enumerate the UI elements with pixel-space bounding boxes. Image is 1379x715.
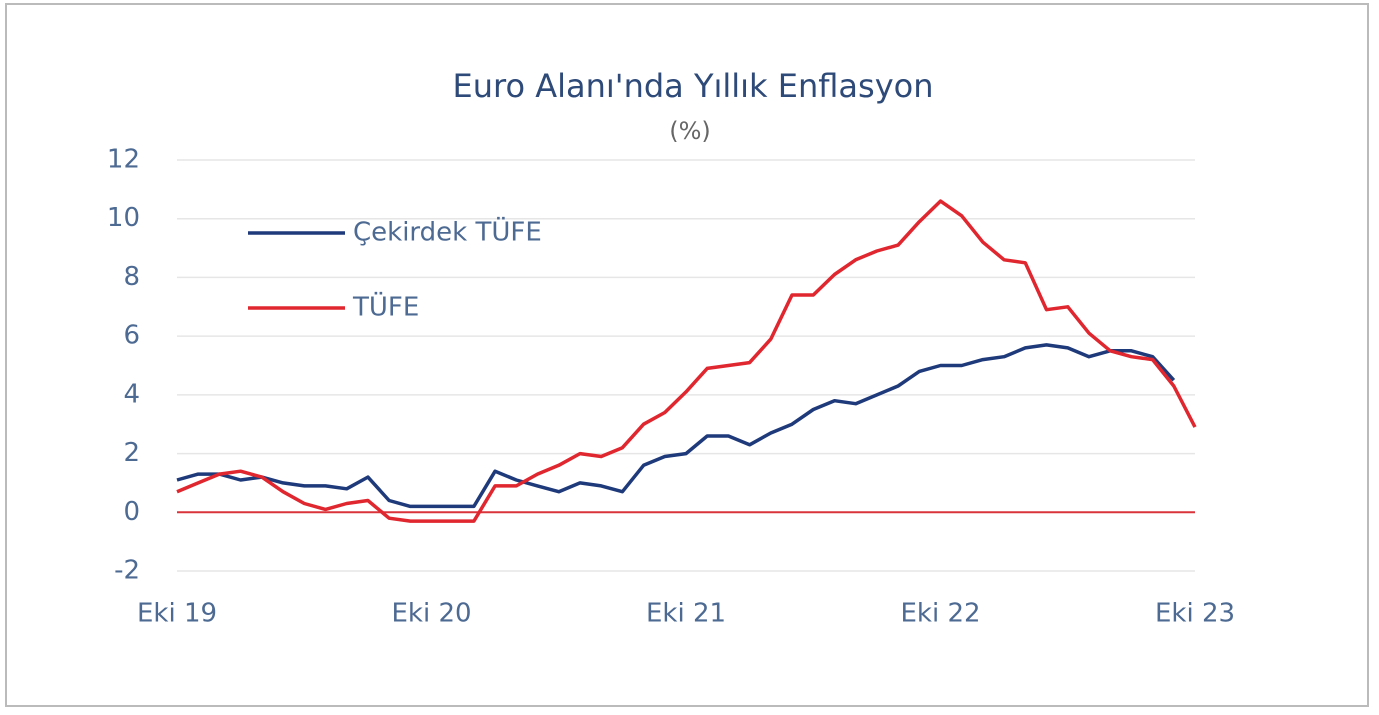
legend-label: TÜFE [352, 291, 419, 323]
chart-subtitle: (%) [669, 117, 711, 145]
y-tick-label: 10 [107, 203, 140, 233]
y-tick-label: 4 [123, 379, 140, 409]
chart-title: Euro Alanı'nda Yıllık Enflasyon [453, 67, 934, 105]
y-tick-label: 6 [123, 321, 140, 351]
y-tick-label: -2 [114, 556, 140, 586]
x-tick-label: Eki 19 [137, 599, 217, 629]
x-tick-label: Eki 23 [1155, 599, 1235, 629]
x-tick-label: Eki 22 [900, 599, 980, 629]
y-tick-label: 2 [123, 438, 140, 468]
series-line [176, 199, 1197, 523]
y-tick-label: 0 [123, 497, 140, 527]
legend-label: Çekirdek TÜFE [353, 216, 542, 248]
x-tick-label: Eki 20 [391, 599, 471, 629]
series-line [176, 343, 1176, 509]
y-tick-label: 12 [107, 145, 140, 175]
y-tick-label: 8 [123, 262, 140, 292]
x-tick-label: Eki 21 [646, 599, 726, 629]
